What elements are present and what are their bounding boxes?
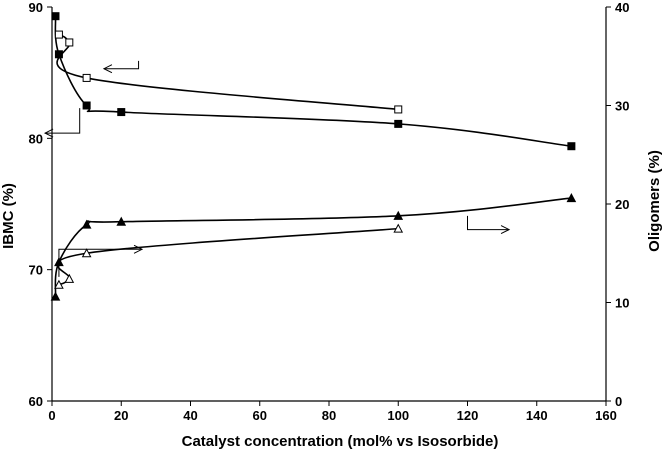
data-point-square [117,108,126,117]
y-right-tick-label: 40 [615,0,629,15]
y-right-tick-label: 10 [615,296,629,311]
data-point-triangle [116,216,127,226]
data-point-triangle [566,193,577,203]
y-left-axis-title: IBMC (%) [0,183,17,249]
arrowhead [102,64,113,74]
y-right-tick-label: 20 [615,197,629,212]
x-tick-label: 0 [48,408,55,423]
data-point-square [82,101,91,110]
x-axis-title: Catalyst concentration (mol% vs Isosorbi… [182,433,499,450]
data-point-triangle [54,279,64,289]
series-line-0 [54,16,572,148]
x-tick-label: 160 [595,408,617,423]
annotation-arrow [58,248,143,277]
x-tick-label: 20 [114,408,128,423]
data-point-square [567,142,576,151]
annotation-arrow [103,60,140,70]
y-left-tick-label: 80 [29,131,43,146]
y-right-tick-labels: 0 10 20 30 40 [615,0,629,409]
y-left-tick-label: 60 [29,394,43,409]
x-tick-label: 120 [457,408,479,423]
data-point-triangle [50,291,61,301]
y-right-tick-label: 0 [615,394,622,409]
data-point-triangle [81,248,92,258]
y-left-tick-labels: 60 70 80 90 [29,0,43,409]
data-point-triangle [393,210,404,220]
series-line-1 [56,33,399,111]
x-tick-label: 80 [322,408,336,423]
x-tick-label: 140 [526,408,548,423]
data-point-square [65,38,74,47]
x-tick-labels: 0 20 40 60 80 100 120 140 160 [48,408,616,423]
data-point-square [82,73,91,82]
x-tick-label: 100 [387,408,409,423]
data-point-square [54,30,63,39]
data-point-triangle [64,273,75,283]
data-point-square [394,119,403,128]
x-tick-label: 40 [183,408,197,423]
arrowhead [500,225,511,235]
data-point-triangle [393,223,404,233]
y-right-axis-title: Oligomers (%) [646,150,663,252]
annotation-arrow [45,108,81,134]
y-right-tick-label: 30 [615,99,629,114]
data-point-triangle [81,219,92,229]
arrowhead [43,128,54,138]
y-left-tick-label: 90 [29,0,43,15]
annotation-arrow [467,215,510,231]
y-left-tick-label: 70 [29,263,43,278]
plot-area [43,6,611,406]
series-line-3 [56,227,399,286]
x-tick-label: 60 [253,408,267,423]
arrowhead [133,244,144,254]
data-point-square [394,105,403,114]
data-point-square [51,12,60,21]
